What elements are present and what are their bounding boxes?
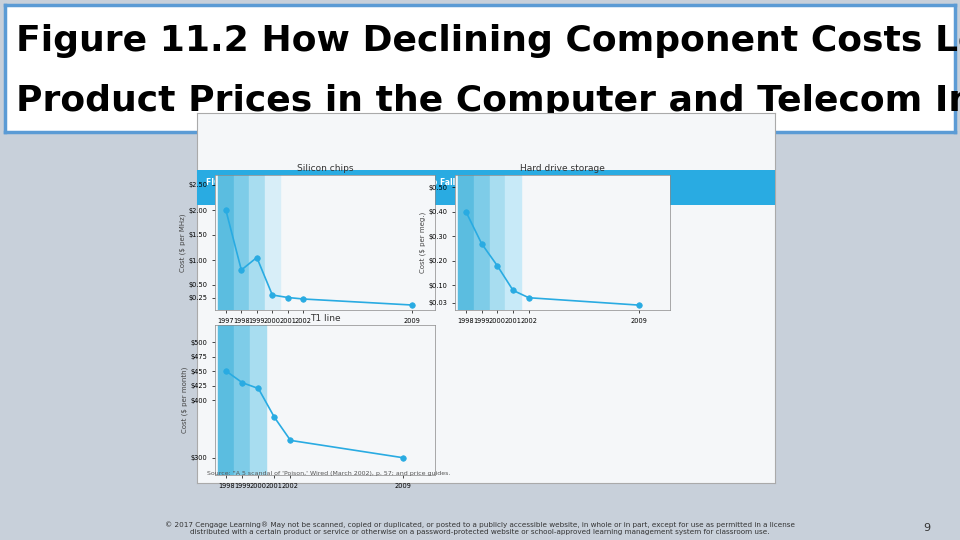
Text: Figure 11.2 How Declining Component Costs Led to Falling: Figure 11.2 How Declining Component Cost… — [16, 24, 960, 58]
Text: © 2017 Cengage Learning® May not be scanned, copied or duplicated, or posted to : © 2017 Cengage Learning® May not be scan… — [165, 521, 795, 535]
Bar — [218, 325, 234, 475]
Bar — [233, 175, 249, 310]
Text: Source: "A 5 scandal of 'Poison,' Wired (March 2002), p. 57; and price guides.: Source: "A 5 scandal of 'Poison,' Wired … — [206, 471, 450, 476]
Title: T1 line: T1 line — [310, 314, 340, 323]
Title: Hard drive storage: Hard drive storage — [520, 164, 605, 173]
Bar — [458, 175, 474, 310]
Bar — [251, 325, 266, 475]
Y-axis label: Cost ($ per meg.): Cost ($ per meg.) — [420, 212, 425, 273]
Text: FIGURE 11.2   How Declining Component Costs Led to Falling Product Prices in the: FIGURE 11.2 How Declining Component Cost… — [205, 178, 626, 187]
Bar — [234, 325, 251, 475]
Text: Telecom Industries: Telecom Industries — [205, 193, 298, 202]
Y-axis label: Cost ($ per month): Cost ($ per month) — [181, 367, 188, 433]
Text: 9: 9 — [923, 523, 930, 533]
Bar — [265, 175, 280, 310]
Bar — [474, 175, 490, 310]
Title: Silicon chips: Silicon chips — [297, 164, 353, 173]
Y-axis label: Cost ($ per MHz): Cost ($ per MHz) — [180, 213, 185, 272]
Bar — [218, 175, 233, 310]
Text: Product Prices in the Computer and Telecom Industries: Product Prices in the Computer and Telec… — [16, 84, 960, 118]
Bar — [490, 175, 505, 310]
Bar — [249, 175, 265, 310]
Bar — [505, 175, 521, 310]
